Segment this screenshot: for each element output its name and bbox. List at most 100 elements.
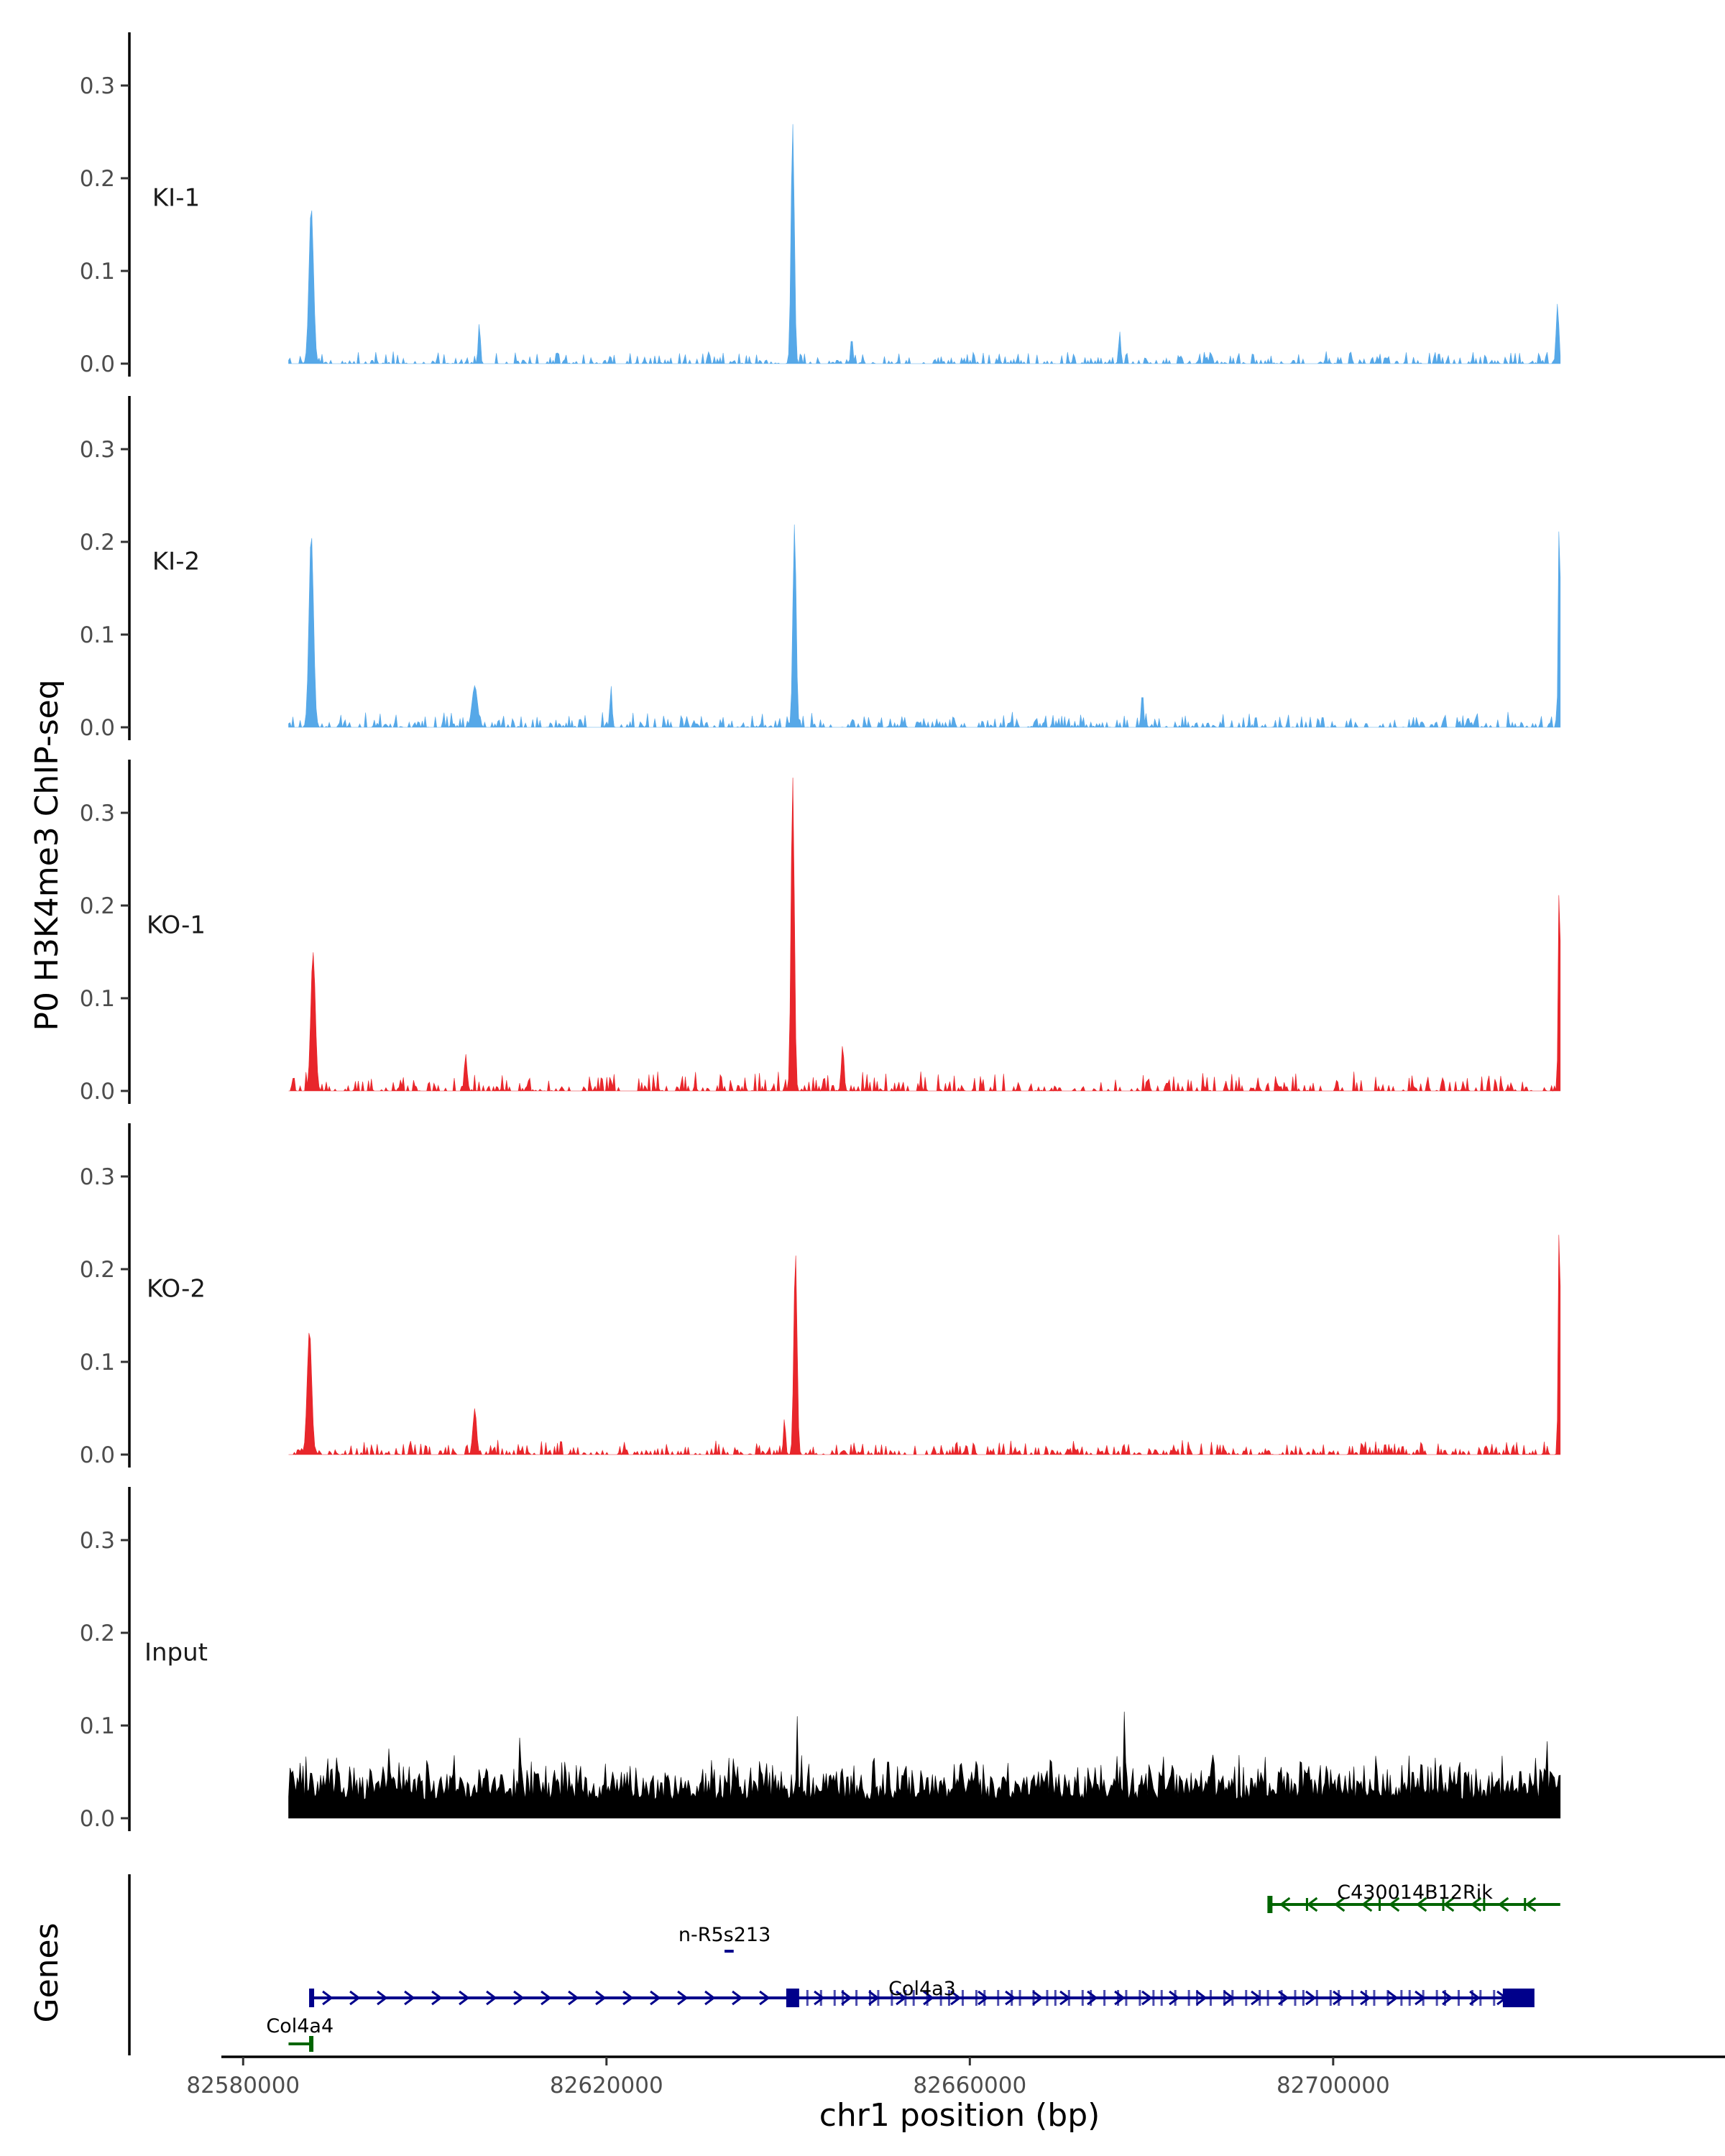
y-tick-label: 0.2 bbox=[80, 1621, 115, 1646]
strand-chevron bbox=[1196, 1990, 1208, 2006]
track-ki-1: 0.0 0.1 0.2 0.3 KI-1 bbox=[80, 32, 1561, 377]
strand-chevron bbox=[1005, 1990, 1016, 2006]
exon bbox=[1351, 1990, 1354, 2006]
y-tick-label: 0.2 bbox=[80, 530, 115, 556]
strand-chevron bbox=[377, 1990, 388, 2006]
exon bbox=[1046, 1990, 1049, 2006]
strand-chevron bbox=[513, 1990, 525, 2006]
strand-chevron bbox=[732, 1990, 743, 2006]
strand-chevron bbox=[1169, 1990, 1180, 2006]
exon bbox=[1502, 1989, 1535, 2007]
strand-chevron bbox=[1032, 1990, 1044, 2006]
strand-chevron bbox=[431, 1990, 443, 2006]
exon bbox=[1117, 1990, 1120, 2006]
x-tick-label: 82660000 bbox=[913, 2073, 1026, 2099]
track-label: Input bbox=[144, 1639, 208, 1667]
strand-chevron bbox=[841, 1990, 852, 2006]
exon bbox=[1067, 1990, 1070, 2006]
y-tick-label: 0.2 bbox=[80, 893, 115, 919]
exon bbox=[1011, 1990, 1013, 2006]
strand-chevron bbox=[568, 1990, 579, 2006]
x-axis: 82580000 82620000 82660000 82700000 bbox=[186, 2055, 1725, 2099]
strand-chevron bbox=[1361, 1897, 1373, 1912]
exon bbox=[1524, 1898, 1527, 1911]
exon bbox=[1444, 1990, 1447, 2006]
exon bbox=[1315, 1990, 1318, 2006]
signal-area-ki-2 bbox=[288, 524, 1561, 729]
exon bbox=[997, 1990, 1000, 2006]
strand-chevron bbox=[1387, 1990, 1399, 2006]
exon bbox=[1338, 1990, 1340, 2006]
exon bbox=[1223, 1990, 1225, 2006]
y-tick-label: 0.3 bbox=[80, 73, 115, 99]
exon bbox=[1090, 1990, 1092, 2006]
exon bbox=[1196, 1990, 1199, 2006]
y-tick-label: 0.3 bbox=[80, 801, 115, 826]
exon bbox=[1125, 1990, 1128, 2006]
exon bbox=[947, 1990, 950, 2006]
track-ko-1: 0.0 0.1 0.2 0.3 KO-1 bbox=[80, 760, 1561, 1105]
track-input: 0.0 0.1 0.2 0.3 Input bbox=[80, 1487, 1561, 1832]
track-label: KO-1 bbox=[147, 911, 206, 940]
y-tick-label: 0.1 bbox=[80, 622, 115, 648]
exon bbox=[1479, 1990, 1482, 2006]
exon bbox=[1408, 1990, 1411, 2006]
strand-chevron bbox=[540, 1990, 552, 2006]
strand-chevron bbox=[1279, 1897, 1291, 1912]
exon bbox=[1054, 1990, 1057, 2006]
exon bbox=[833, 1990, 836, 2006]
exon bbox=[1422, 1990, 1425, 2006]
exon bbox=[1435, 1990, 1438, 2006]
gene-n-r5s213: n-R5s213 bbox=[678, 1924, 770, 1953]
strand-chevron bbox=[1305, 1990, 1317, 2006]
strand-chevron bbox=[1524, 1897, 1537, 1912]
y-tick-label: 0.1 bbox=[80, 1350, 115, 1376]
exon bbox=[806, 1990, 809, 2006]
strand-chevron bbox=[1497, 1897, 1509, 1912]
exon bbox=[1231, 1990, 1234, 2006]
y-tick-label: 0.2 bbox=[80, 166, 115, 192]
strand-chevron bbox=[650, 1990, 661, 2006]
signal-area-ko-2 bbox=[288, 1235, 1561, 1456]
y-tick-label: 0.2 bbox=[80, 1257, 115, 1283]
exon bbox=[1174, 1990, 1177, 2006]
strand-chevron bbox=[1443, 1897, 1455, 1912]
exon bbox=[869, 1990, 872, 2006]
exon bbox=[1187, 1990, 1190, 2006]
exon bbox=[1442, 1898, 1445, 1911]
y-tick-label: 0.1 bbox=[80, 986, 115, 1012]
y-tick-label: 0.3 bbox=[80, 437, 115, 463]
exon bbox=[309, 1989, 315, 2007]
signal-area-input bbox=[288, 1711, 1561, 1819]
y-tick-label: 0.0 bbox=[80, 351, 115, 377]
x-tick-label: 82620000 bbox=[550, 2073, 663, 2099]
exon bbox=[1493, 1990, 1496, 2006]
gene-track: C430014B12Rik n-R5s213 Col4a3 Col4a4 bbox=[128, 1874, 1560, 2055]
y-tick-label: 0.1 bbox=[80, 1713, 115, 1739]
exon bbox=[1386, 1990, 1389, 2006]
strand-chevron bbox=[1141, 1990, 1153, 2006]
genes-axis-title: Genes bbox=[29, 1922, 65, 2022]
exon bbox=[926, 1990, 929, 2006]
exon bbox=[1280, 1990, 1283, 2006]
strand-chevron bbox=[349, 1990, 361, 2006]
strand-chevron bbox=[704, 1990, 716, 2006]
exon bbox=[1103, 1990, 1106, 2006]
exon bbox=[855, 1990, 858, 2006]
strand-chevron bbox=[1333, 1897, 1346, 1912]
exon bbox=[1138, 1990, 1141, 2006]
strand-chevron bbox=[595, 1990, 607, 2006]
strand-chevron bbox=[404, 1990, 415, 2006]
exon bbox=[1457, 1990, 1460, 2006]
exon bbox=[786, 1989, 799, 2007]
gene-label: n-R5s213 bbox=[678, 1924, 770, 1946]
exon bbox=[1160, 1990, 1163, 2006]
gene-c430014b12rik: C430014B12Rik bbox=[1267, 1881, 1560, 1913]
strand-chevron bbox=[950, 1990, 962, 2006]
strand-chevron bbox=[1333, 1990, 1344, 2006]
exon bbox=[1266, 1990, 1269, 2006]
exon bbox=[309, 2036, 314, 2052]
gene-label: Col4a3 bbox=[888, 1978, 956, 2000]
exon bbox=[1400, 1990, 1403, 2006]
